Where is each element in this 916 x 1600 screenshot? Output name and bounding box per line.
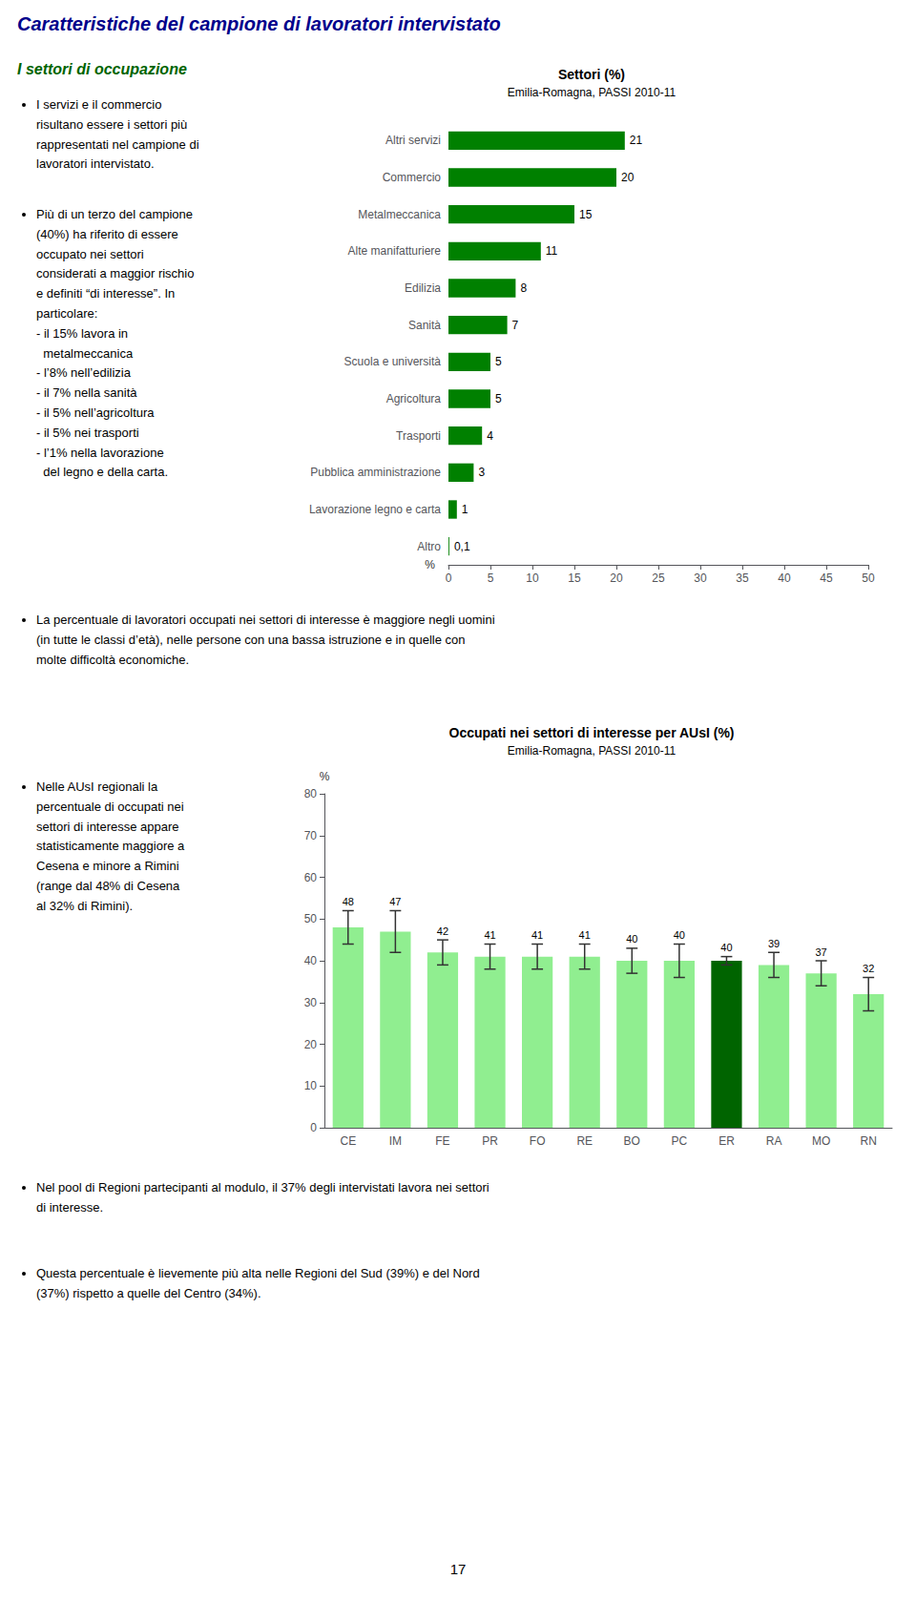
- svg-text:32: 32: [862, 962, 875, 975]
- svg-text:0,1: 0,1: [454, 540, 471, 554]
- svg-text:80: 80: [304, 787, 318, 801]
- svg-text:40: 40: [304, 954, 318, 968]
- svg-text:RA: RA: [766, 1134, 783, 1148]
- svg-text:5: 5: [487, 571, 495, 585]
- svg-text:30: 30: [693, 571, 708, 585]
- svg-text:FE: FE: [435, 1134, 450, 1148]
- svg-text:Altro: Altro: [416, 540, 441, 554]
- svg-text:42: 42: [437, 925, 449, 937]
- html-text:I settori di occupazione: I settori di occupazione: [17, 61, 187, 78]
- svg-text:47: 47: [389, 895, 401, 908]
- svg-text:5: 5: [495, 392, 502, 406]
- svg-text:20: 20: [621, 170, 635, 185]
- svg-text:RN: RN: [860, 1134, 877, 1148]
- html-text:Caratteristiche del campione d: Caratteristiche del campione di lavorato…: [17, 13, 501, 35]
- svg-text:25: 25: [651, 571, 666, 585]
- svg-text:Emilia-Romagna, PASSI 2010-11: Emilia-Romagna, PASSI 2010-11: [507, 744, 677, 758]
- svg-text:10: 10: [304, 1079, 318, 1093]
- svg-text:Emilia-Romagna, PASSI 2010-11: Emilia-Romagna, PASSI 2010-11: [507, 85, 677, 100]
- svg-text:20: 20: [609, 571, 624, 585]
- svg-text:4: 4: [486, 429, 494, 443]
- svg-text:50: 50: [304, 912, 318, 926]
- svg-text:ER: ER: [718, 1134, 735, 1148]
- svg-text:70: 70: [304, 829, 318, 843]
- svg-text:Sanità: Sanità: [408, 318, 441, 333]
- svg-text:40: 40: [625, 933, 638, 945]
- svg-text:Trasporti: Trasporti: [395, 429, 441, 443]
- svg-text:37: 37: [815, 946, 828, 958]
- svg-text:48: 48: [342, 895, 354, 908]
- svg-text:39: 39: [768, 937, 780, 950]
- html-text:Nelle AUsI regionali la percen: Nelle AUsI regionali la percentuale di o…: [36, 779, 185, 913]
- html-text:La percentuale di lavoratori o: La percentuale di lavoratori occupati ne…: [36, 612, 495, 667]
- svg-text:Pubblica amministrazione: Pubblica amministrazione: [310, 465, 441, 479]
- svg-text:41: 41: [579, 929, 591, 941]
- svg-text:IM: IM: [389, 1134, 402, 1148]
- svg-text:5: 5: [495, 354, 502, 369]
- svg-text:40: 40: [673, 929, 686, 941]
- svg-text:1: 1: [461, 502, 469, 517]
- svg-text:Edilizia: Edilizia: [404, 281, 441, 295]
- svg-text:Lavorazione legno e carta: Lavorazione legno e carta: [309, 502, 441, 517]
- svg-text:7: 7: [512, 318, 520, 333]
- svg-text:41: 41: [483, 929, 496, 941]
- svg-text:3: 3: [478, 465, 485, 479]
- svg-text:Metalmeccanica: Metalmeccanica: [357, 208, 441, 222]
- svg-text:0: 0: [310, 1121, 317, 1135]
- svg-text:41: 41: [531, 929, 543, 941]
- svg-text:CE: CE: [339, 1134, 356, 1148]
- svg-text:%: %: [424, 558, 436, 572]
- svg-text:Occupati nei settori di intere: Occupati nei settori di interesse per AU…: [448, 725, 734, 741]
- svg-text:15: 15: [567, 571, 582, 585]
- html-text:Questa percentuale è lievement: Questa percentuale è lievemente più alta…: [36, 1266, 480, 1301]
- svg-text:8: 8: [520, 281, 527, 295]
- svg-text:BO: BO: [624, 1134, 641, 1148]
- svg-text:RE: RE: [576, 1134, 593, 1148]
- html-text:Nel pool di Regioni partecipan: Nel pool di Regioni partecipanti al modu…: [36, 1180, 490, 1215]
- html-text:I servizi e il commercio risul: I servizi e il commercio risultano esser…: [36, 97, 200, 172]
- svg-text:PR: PR: [481, 1134, 499, 1148]
- svg-text:20: 20: [304, 1038, 318, 1052]
- svg-text:40: 40: [777, 571, 792, 585]
- html-text:17: 17: [450, 1561, 466, 1578]
- svg-text:0: 0: [445, 571, 453, 585]
- svg-text:Agricoltura: Agricoltura: [386, 392, 442, 406]
- svg-text:30: 30: [304, 996, 318, 1010]
- svg-text:Altri servizi: Altri servizi: [385, 133, 441, 147]
- svg-text:15: 15: [579, 208, 593, 222]
- svg-text:Settori (%): Settori (%): [558, 66, 625, 83]
- svg-text:Scuola e università: Scuola e università: [344, 354, 442, 369]
- svg-text:Commercio: Commercio: [382, 170, 442, 185]
- svg-text:FO: FO: [529, 1134, 546, 1148]
- html-text:Più di un terzo del campione (: Più di un terzo del campione (40%) ha ri…: [36, 207, 195, 480]
- svg-text:50: 50: [861, 571, 875, 585]
- svg-text:MO: MO: [811, 1134, 831, 1148]
- svg-text:11: 11: [545, 244, 559, 258]
- svg-text:35: 35: [735, 571, 750, 585]
- svg-text:%: %: [319, 770, 331, 784]
- svg-text:PC: PC: [671, 1134, 688, 1148]
- svg-text:21: 21: [629, 133, 644, 147]
- svg-text:45: 45: [819, 571, 833, 585]
- svg-text:10: 10: [525, 571, 540, 585]
- svg-text:Alte manifatturiere: Alte manifatturiere: [348, 244, 442, 258]
- svg-text:40: 40: [720, 941, 732, 954]
- svg-text:60: 60: [304, 871, 318, 885]
